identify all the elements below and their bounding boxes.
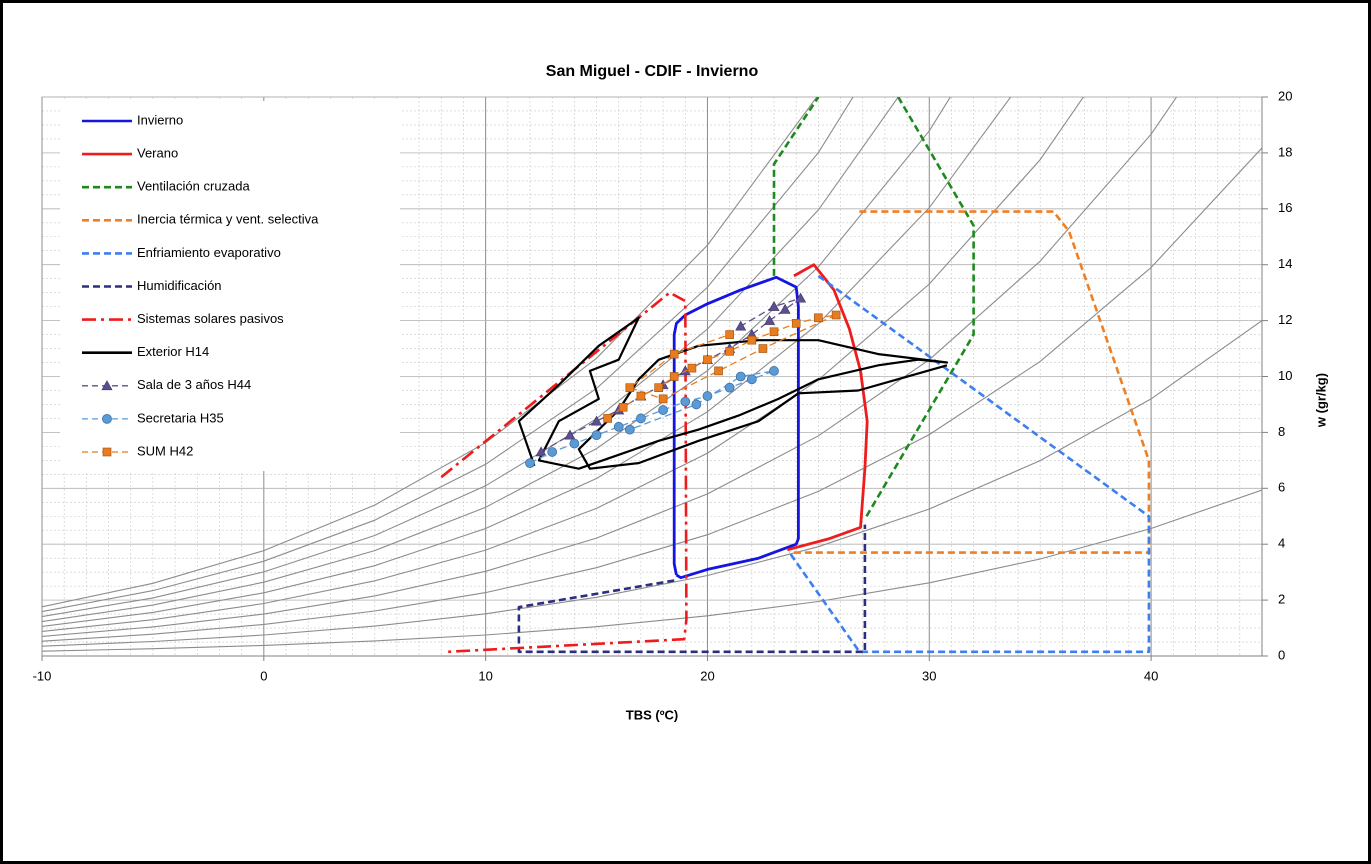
marker [769, 327, 779, 337]
y-tick-label: 2 [1278, 592, 1285, 607]
y-tick-label: 18 [1278, 144, 1292, 159]
series-line [517, 524, 867, 654]
legend-label: Exterior H14 [137, 344, 209, 359]
legend-label: Sala de 3 años H44 [137, 377, 251, 392]
marker [547, 447, 558, 457]
marker [102, 413, 112, 424]
legend-label: Enfriamiento evaporativo [137, 245, 281, 260]
marker [591, 430, 602, 441]
marker [702, 391, 713, 401]
legend-label: Secretaria H35 [137, 410, 224, 425]
rh-curve [42, 97, 854, 613]
series-line [517, 316, 949, 470]
marker [724, 382, 735, 393]
marker [603, 414, 612, 423]
y-tick-label: 16 [1278, 200, 1292, 215]
legend: Invierno Verano Ventilación cruzada Inercia… [60, 101, 400, 471]
rh-curves [42, 97, 1262, 652]
x-tick-label: 30 [922, 668, 936, 683]
marker [564, 429, 576, 440]
legend-label: Invierno [137, 112, 183, 127]
marker [591, 415, 603, 426]
marker [714, 366, 723, 376]
y-tick-label: 20 [1278, 88, 1292, 103]
legend-label: Sistemas solares pasivos [137, 311, 284, 326]
marker [814, 313, 823, 323]
rh-curve [42, 97, 952, 623]
marker [735, 371, 746, 382]
marker [687, 363, 697, 373]
marker [691, 399, 702, 410]
marker [779, 303, 791, 314]
marker [669, 372, 679, 381]
series-line [772, 97, 975, 520]
rh-curve [42, 97, 1085, 632]
marker [624, 424, 635, 435]
chart-title: San Miguel - CDIF - Invierno [546, 63, 759, 80]
x-tick-label: 0 [260, 668, 267, 683]
series [440, 97, 1151, 654]
legend-label: Verano [137, 146, 178, 161]
x-tick-label: 10 [478, 668, 492, 683]
x-tick-label: -10 [33, 668, 52, 683]
marker [636, 391, 646, 401]
marker [658, 394, 668, 404]
marker [769, 366, 779, 376]
legend-label: Humidificación [137, 278, 222, 293]
marker [669, 349, 679, 359]
rh-curve [42, 97, 1012, 627]
marker [625, 383, 635, 392]
marker [747, 335, 757, 345]
marker [680, 396, 691, 407]
x-axis-label: TBS (ºC) [626, 707, 678, 722]
marker [703, 355, 712, 365]
marker [658, 405, 668, 415]
rh-curve [42, 97, 1178, 637]
marker [535, 446, 547, 457]
series-line [788, 274, 1151, 654]
marker [764, 314, 776, 325]
rh-curve [42, 489, 1262, 652]
y-axis-label: w (gr/kg) [1313, 373, 1328, 428]
marker [569, 438, 580, 449]
rh-curve [42, 147, 1262, 642]
marker [795, 292, 807, 303]
marker [768, 301, 780, 311]
marker [735, 320, 747, 331]
marker [654, 383, 663, 392]
marker [102, 447, 112, 457]
marker [791, 319, 801, 328]
axes: -10 0 10 20 30 40 0 2 4 6 8 10 12 14 16 18 20 [33, 88, 1293, 683]
marker [725, 347, 734, 356]
y-tick-label: 0 [1278, 647, 1285, 662]
rh-curve [42, 97, 899, 618]
legend-label: Inercia térmica y vent. selectiva [137, 212, 319, 227]
marker [525, 458, 535, 469]
marker [758, 344, 768, 353]
x-tick-label: 20 [700, 668, 714, 683]
series-line [786, 263, 869, 552]
marker [746, 374, 757, 385]
x-tick-label: 40 [1144, 668, 1158, 683]
marker [613, 421, 624, 432]
marker [636, 413, 646, 424]
y-tick-label: 14 [1278, 256, 1292, 271]
marker [725, 330, 734, 339]
marker [618, 402, 628, 412]
y-tick-label: 12 [1278, 312, 1292, 327]
marker [101, 380, 113, 391]
y-tick-label: 10 [1278, 368, 1292, 383]
rh-curve [42, 320, 1262, 647]
marker [831, 310, 841, 320]
legend-label: SUM H42 [137, 443, 193, 458]
y-tick-label: 4 [1278, 536, 1285, 551]
y-tick-label: 8 [1278, 424, 1285, 439]
series-line [672, 275, 800, 580]
y-tick-label: 6 [1278, 480, 1285, 495]
legend-label: Ventilación cruzada [137, 179, 251, 194]
